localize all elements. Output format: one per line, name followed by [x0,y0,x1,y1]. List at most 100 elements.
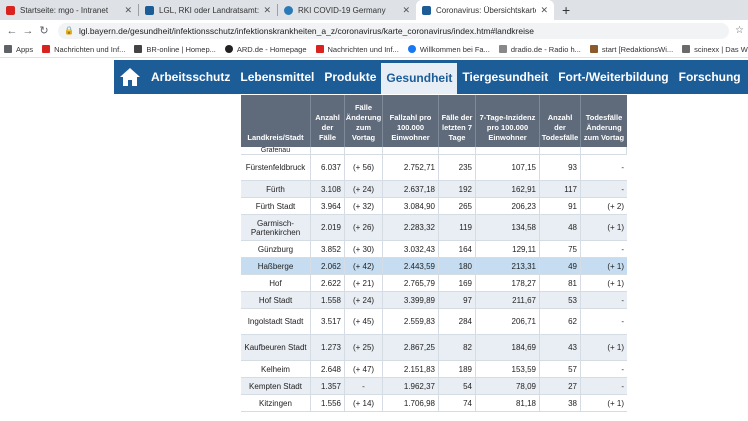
column-header[interactable]: Fälle der letzten 7 Tage [439,95,476,147]
table-cell: 1.273 [311,335,345,360]
table-row[interactable]: Günzburg 3.852 (+ 30) 3.032,43 164 129,11 75 - [241,241,627,258]
tab-label: LGL, RKI oder Landratsamt: Welch [159,5,260,15]
browser-tab-2[interactable]: LGL, RKI oder Landratsamt: Welch ✕ [139,0,277,20]
table-cell: Fürstenfeldbruck [241,155,311,180]
browser-tab-1[interactable]: Startseite: mgo - Intranet ✕ [0,0,138,20]
table-cell: (+ 14) [345,395,383,411]
table-cell: 178,27 [476,275,540,291]
back-arrow-icon[interactable]: ← [6,24,18,37]
table-row[interactable]: Kempten Stadt 1.357-1.962,37 54 78,09 27- [241,378,627,395]
table-cell: (+ 30) [345,241,383,257]
nav-forschung[interactable]: Forschung [678,70,741,84]
table-cell: 180 [439,258,476,274]
table-cell: - [621,364,624,374]
table-row[interactable]: Kitzingen 1.556 (+ 14) 1.706,98 74 81,18 38 (+ … [241,395,627,412]
nav-tiergesundheit[interactable]: Tiergesundheit [462,70,549,84]
bookmark-item[interactable]: scinexx | Das Wisse... [682,45,748,54]
bookmark-item[interactable]: Willkommen bei Fa... [407,45,490,54]
address-bar[interactable]: 🔒 lgl.bayern.de/gesundheit/infektionssch… [58,22,730,39]
table-row[interactable]: Ingolstadt Stadt 3.517 (+ 45) 2.559,83 284 20… [241,309,627,335]
table-cell: 91 [540,198,581,214]
home-button[interactable] [114,60,146,94]
table-cell: 3.964 [311,198,345,214]
table-cell: 153,59 [476,361,540,377]
bookmark-item[interactable]: ARD.de - Homepage [224,45,307,54]
table-cell: Hof Stadt [241,292,311,308]
table-cell: 54 [439,378,476,394]
table-cell: Hof [241,275,311,291]
close-tab-icon[interactable]: ✕ [540,4,548,15]
table-cell: 2.648 [311,361,345,377]
bookmark-item[interactable]: Nachrichten und Inf... [42,45,125,54]
nav-fort-weiterbildung[interactable]: Fort-/Weiterbildung [558,70,669,84]
table-row[interactable]: Hof 2.622 (+ 21) 2.765,79 169 178,27 81 (+ 1) [241,275,627,292]
table-cell: 184,69 [476,335,540,360]
bookmark-star-icon[interactable]: ☆ [735,25,744,36]
bookmark-item[interactable]: BR-online | Homep... [134,45,216,54]
table-cell: 2.443,59 [383,258,439,274]
table-cell: 2.283,32 [383,215,439,240]
browser-tab-4-active[interactable]: Coronavirus: Übersichtskarte der ✕ [416,0,554,20]
table-cell: 164 [439,241,476,257]
table-cell: 43 [540,335,581,360]
table-row[interactable]: Kaufbeuren Stadt 1.273 (+ 25) 2.867,25 82 184… [241,335,627,361]
table-row[interactable]: Kelheim 2.648 (+ 47) 2.151,83 189 153,59 57 - [241,361,627,378]
table-row[interactable]: Fürth Stadt 3.964 (+ 32) 3.084,90 265 206,23 9… [241,198,627,215]
nav-produkte[interactable]: Produkte [324,70,377,84]
close-tab-icon[interactable]: ✕ [124,4,132,15]
table-row[interactable]: Fürth 3.108 (+ 24) 2.637,18 192 162,91 117 - [241,181,627,198]
table-cell: 48 [540,215,581,240]
column-header[interactable]: Anzahl der Todesfälle [540,95,581,147]
table-cell: 107,15 [476,155,540,180]
bookmark-item[interactable]: Nachrichten und Inf... [315,45,399,54]
nav-lebensmittel[interactable]: Lebensmittel [240,70,315,84]
table-cell: - [621,163,624,172]
browser-tab-strip: Startseite: mgo - Intranet ✕ LGL, RKI od… [0,0,748,20]
bookmark-apps[interactable]: Apps [4,45,33,54]
reload-icon[interactable]: ↻ [39,25,49,37]
apps-grid-icon [4,45,12,53]
table-row[interactable]: Fürstenfeldbruck 6.037 (+ 56) 2.752,71 235 10… [241,155,627,181]
browser-tab-3[interactable]: RKI COVID-19 Germany ✕ [278,0,416,20]
home-icon [120,68,140,86]
table-row[interactable]: Garmisch-Partenkirchen 2.019 (+ 26) 2.283,3… [241,215,627,241]
table-cell: (+ 45) [345,309,383,334]
bookmark-item[interactable]: start [RedaktionsWi... [589,45,673,54]
table-cell: 3.852 [311,241,345,257]
table-cell: Kempten Stadt [241,378,311,394]
table-cell: Garmisch-Partenkirchen [241,215,311,240]
close-tab-icon[interactable]: ✕ [263,4,271,15]
tab-separator [277,4,278,16]
table-row-highlighted[interactable]: Haßberge 2.062 (+ 42) 2.443,59 180 213,31 49 (+… [241,258,627,275]
table-cell: 75 [540,241,581,257]
column-header[interactable]: Fallzahl pro 100.000 Einwohner [383,95,439,147]
table-cell: 213,31 [476,258,540,274]
table-cell: 2.019 [311,215,345,240]
table-cell: - [621,184,624,194]
new-tab-plus-icon[interactable]: + [562,2,571,18]
column-header[interactable]: 7-Tage-Inzidenz pro 100.000 Einwohner [476,95,540,147]
bookmark-item[interactable]: dradio.de - Radio h... [498,45,581,54]
table-row[interactable]: Hof Stadt 1.558 (+ 24) 3.399,89 97 211,67 53 - [241,292,627,309]
table-cell: 57 [540,361,581,377]
column-header[interactable]: Anzahl der Fälle [311,95,345,147]
nav-gesundheit-active[interactable]: Gesundheit [381,60,458,94]
nav-arbeitsschutz[interactable]: Arbeitsschutz [151,70,231,84]
table-cell: 82 [439,335,476,360]
column-header[interactable]: Todesfälle Änderung zum Vortag [583,113,625,142]
lgl-favicon-icon [422,5,431,15]
table-cell: 2.752,71 [383,155,439,180]
table-cell: - [621,381,624,391]
forward-arrow-icon[interactable]: → [22,24,34,37]
lock-icon[interactable]: 🔒 [64,26,74,35]
close-tab-icon[interactable]: ✕ [402,4,410,15]
column-header[interactable]: Fälle Änderung zum Vortag [345,95,383,147]
table-cell: 129,11 [476,241,540,257]
table-cell: (+ 1) [607,223,624,232]
table-cell: 74 [439,395,476,411]
table-cell: 93 [540,155,581,180]
table-cell: 1.962,37 [383,378,439,394]
table-cell: (+ 24) [345,181,383,197]
column-header[interactable]: Landkreis/Stadt [241,95,311,147]
table-cell: 265 [439,198,476,214]
